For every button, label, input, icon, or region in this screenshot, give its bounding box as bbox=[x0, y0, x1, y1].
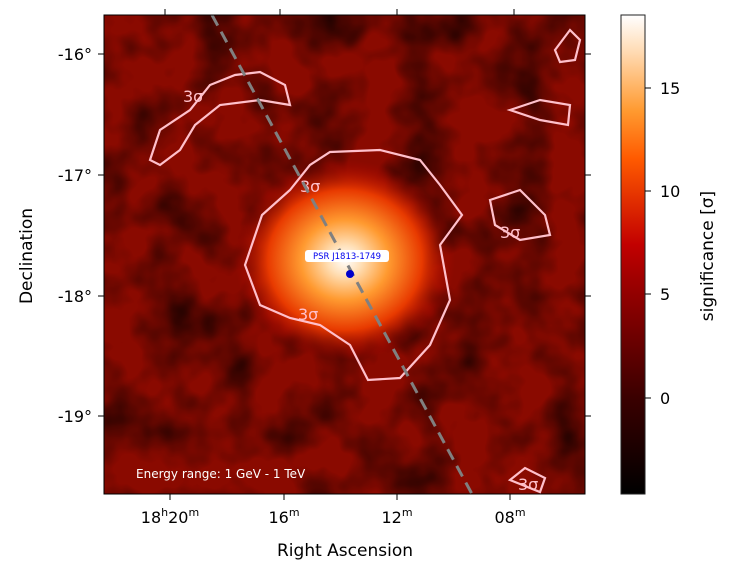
source-label-box bbox=[305, 250, 389, 262]
colorbar-label: significance [σ] bbox=[698, 191, 718, 321]
contour-label: 3σ bbox=[518, 475, 538, 494]
contour-labels: 3σ 3σ 3σ 3σ 3σ bbox=[183, 87, 538, 494]
y-tick-label: -18° bbox=[58, 287, 92, 306]
colorbar-ticks bbox=[645, 87, 651, 399]
x-tick-label: 08m bbox=[494, 506, 525, 527]
x-tick-label: 18h20m bbox=[141, 506, 199, 527]
contour-label: 3σ bbox=[500, 223, 520, 242]
source-label: PSR J1813-1749 bbox=[313, 252, 381, 262]
y-tick-label: -19° bbox=[58, 407, 92, 426]
x-tick-label: 16m bbox=[268, 506, 299, 527]
contour-label: 3σ bbox=[300, 177, 320, 196]
y-tick-label: -16° bbox=[58, 45, 92, 64]
energy-range-annotation: Energy range: 1 GeV - 1 TeV bbox=[136, 467, 306, 481]
x-tick-label: 12m bbox=[381, 506, 412, 527]
significance-map: 3σ 3σ 3σ 3σ 3σ PSR J1813-1749 Energy ran… bbox=[104, 15, 585, 494]
x-axis-label: Right Ascension bbox=[277, 541, 413, 561]
ticks bbox=[98, 9, 591, 500]
contour-label: 3σ bbox=[183, 87, 203, 106]
source-marker bbox=[346, 270, 354, 278]
y-tick-label: -17° bbox=[58, 166, 92, 185]
y-axis-label: Declination bbox=[17, 208, 37, 304]
contour-label: 3σ bbox=[298, 305, 318, 324]
colorbar-tick-label: 5 bbox=[660, 285, 670, 304]
colorbar bbox=[620, 14, 646, 495]
contour-3sigma bbox=[148, 28, 582, 494]
y-tick-labels: -16° -17° -18° -19° bbox=[58, 45, 92, 426]
colorbar-tick-labels: 15 10 5 0 bbox=[660, 79, 680, 408]
colorbar-tick-label: 0 bbox=[660, 389, 670, 408]
axes-frame bbox=[103, 14, 586, 495]
colorbar-tick-label: 10 bbox=[660, 182, 680, 201]
x-tick-labels: 18h20m 16m 12m 08m bbox=[141, 506, 526, 527]
colorbar-tick-label: 15 bbox=[660, 79, 680, 98]
